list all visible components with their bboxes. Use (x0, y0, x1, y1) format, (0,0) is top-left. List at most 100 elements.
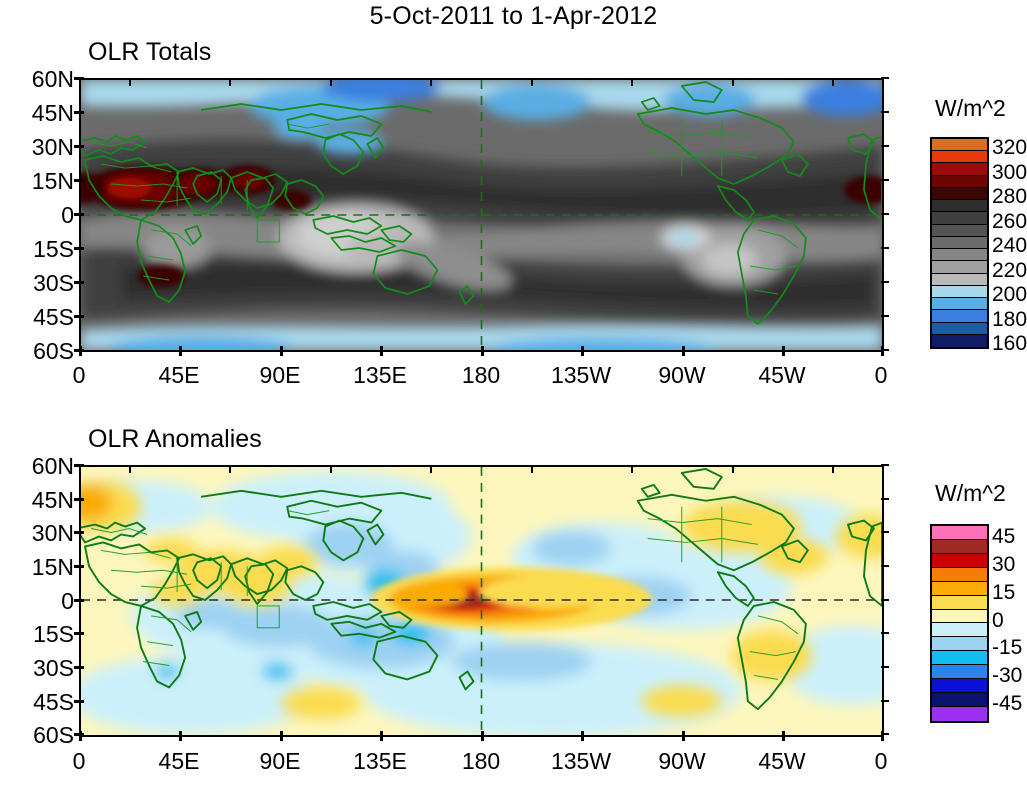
colorbar-totals-band-9 (932, 249, 987, 262)
colorbar-anomalies-band-13 (932, 706, 987, 721)
ytick-in-a1 (881, 498, 889, 500)
ytick-totals-3 (74, 179, 84, 182)
totals-cold-highlat (81, 80, 882, 350)
xtick-totals-7 (782, 346, 785, 356)
ylabel-anoms-8: 60S (33, 722, 74, 748)
colorbar-totals-band-1 (932, 151, 987, 164)
xtick-totals-1 (179, 346, 182, 356)
colorbar-totals-labels: 320 300 280 260 240 220 200 180 160 (992, 136, 1027, 355)
ytick-anoms-2 (74, 531, 84, 534)
xlabel-anoms-1: 45E (158, 748, 200, 774)
xtick-anoms-8 (881, 731, 884, 741)
ylabel-anoms-6: 30S (33, 655, 74, 681)
xtick-in-tt7 (832, 78, 834, 86)
colorbar-totals-band-5 (932, 200, 987, 213)
ytick-totals-7 (74, 315, 84, 318)
ylabel-totals-5: 15S (33, 236, 74, 262)
xlabel-totals-6: 90W (658, 362, 706, 388)
xtick-anoms-4 (481, 731, 484, 741)
colorbar-anomalies-band-1 (932, 539, 987, 554)
colorbar-totals-band-8 (932, 236, 987, 250)
xtick-in-tt1 (229, 78, 231, 86)
ytick-in-t8 (881, 349, 889, 351)
ytick-in-t1 (881, 111, 889, 113)
colorbar-anomalies-band-9 (932, 651, 987, 666)
xlabel-anoms-5: 135W (550, 748, 612, 774)
ytick-totals-6 (74, 281, 84, 284)
olr-totals-map[interactable] (79, 78, 884, 352)
colorbar-totals-band-11 (932, 273, 987, 286)
xtick-anoms-2 (280, 731, 283, 741)
xlabel-anoms-8: 0 (874, 748, 888, 774)
coastlines-totals (81, 81, 882, 325)
colorbar-anomalies-label-5: -30 (992, 664, 1023, 688)
ytick-anoms-3 (74, 565, 84, 568)
xlabel-totals-7: 45W (758, 362, 806, 388)
xtick-anoms-0 (79, 731, 82, 741)
xtick-in-tt0 (129, 78, 131, 86)
xlabel-anoms-7: 45W (758, 748, 806, 774)
colorbar-totals-label-6: 200 (992, 283, 1027, 307)
ylabel-anoms-5: 15S (33, 621, 74, 647)
colorbar-totals-band-4 (932, 187, 987, 201)
ytick-in-a7 (881, 700, 889, 702)
colorbar-totals-label-7: 180 (992, 307, 1027, 331)
xtick-anoms-7 (782, 731, 785, 741)
colorbar-anomalies-band-2 (932, 553, 987, 568)
ytick-in-a4 (881, 599, 889, 601)
xlabel-totals-3: 135E (353, 362, 407, 388)
ytick-anoms-5 (74, 632, 84, 635)
xtick-totals-8 (881, 346, 884, 356)
colorbar-totals-label-1: 300 (992, 160, 1027, 184)
colorbar-totals-label-3: 260 (992, 209, 1027, 233)
xtick-in-aa7 (832, 465, 834, 473)
ytick-in-t0 (881, 77, 889, 79)
xtick-anoms-3 (380, 731, 383, 741)
ylabel-totals-8: 60S (33, 338, 74, 364)
ytick-in-t4 (881, 213, 889, 215)
olr-totals-svg (81, 80, 882, 350)
colorbar-totals-band-16 (932, 334, 987, 347)
ytick-anoms-6 (74, 666, 84, 669)
ytick-totals-5 (74, 247, 84, 250)
xtick-totals-5 (581, 346, 584, 356)
colorbar-totals-band-12 (932, 285, 987, 299)
xlabel-anoms-0: 0 (72, 748, 86, 774)
colorbar-anomalies-band-12 (932, 693, 987, 707)
ytick-in-t5 (881, 247, 889, 249)
ylabel-totals-1: 45N (31, 100, 74, 126)
ytick-in-a2 (881, 531, 889, 533)
panel-title-totals: OLR Totals (88, 38, 212, 66)
colorbar-anomalies-band-4 (932, 581, 987, 596)
page-title: 5-Oct-2011 to 1-Apr-2012 (369, 2, 658, 30)
ytick-anoms-4 (74, 599, 84, 602)
anomaly-field (81, 467, 882, 735)
ylabel-totals-3: 15N (31, 168, 74, 194)
xtick-in-tt6 (732, 78, 734, 86)
colorbar-anomalies-band-10 (932, 665, 987, 680)
xlabel-anoms-4: 180 (461, 748, 501, 774)
ytick-in-t2 (881, 145, 889, 147)
ytick-in-a0 (881, 464, 889, 466)
olr-anomalies-map[interactable] (79, 465, 884, 737)
ylabel-anoms-0: 60N (31, 453, 74, 479)
xtick-in-aa1 (229, 465, 231, 473)
colorbar-totals-band-15 (932, 322, 987, 335)
colorbar-totals-band-2 (932, 163, 987, 176)
ytick-anoms-7 (74, 700, 84, 703)
colorbar-anomalies[interactable] (930, 524, 989, 723)
ytick-totals-4 (74, 213, 84, 216)
olr-anomalies-svg (81, 467, 882, 735)
ylabel-anoms-4: 0 (61, 588, 74, 614)
xtick-anoms-1 (179, 731, 182, 741)
ytick-in-t7 (881, 315, 889, 317)
xtick-totals-3 (380, 346, 383, 356)
colorbar-totals[interactable] (930, 137, 989, 349)
colorbar-anomalies-label-4: -15 (992, 636, 1023, 660)
xtick-totals-0 (79, 346, 82, 356)
ytick-in-a8 (881, 733, 889, 735)
colorbar-totals-label-5: 220 (992, 258, 1027, 282)
ytick-in-a6 (881, 666, 889, 668)
xlabel-totals-4: 180 (461, 362, 501, 388)
xtick-in-tt4 (531, 78, 533, 86)
